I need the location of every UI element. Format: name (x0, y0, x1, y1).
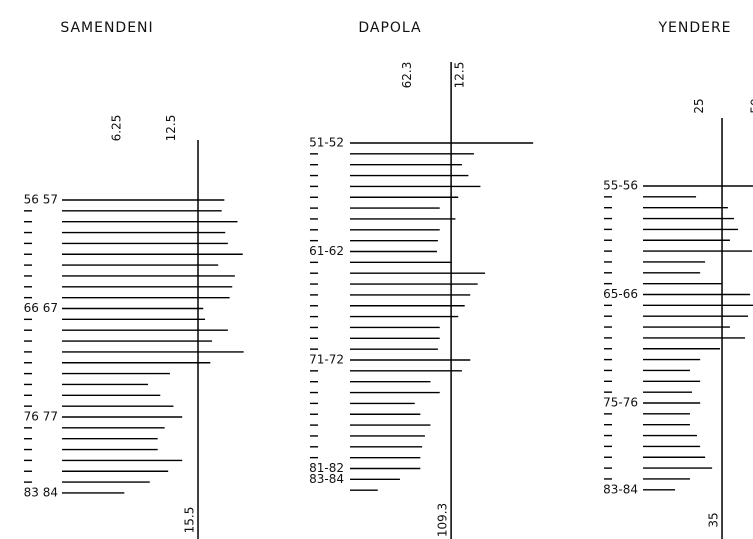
category-label: 83-84 (603, 482, 638, 496)
category-label: 61-62 (309, 244, 344, 258)
category-label: 56 57 (24, 193, 58, 207)
x-tick-label: 12.5 (164, 115, 178, 142)
x-tick-label: 6.25 (109, 115, 123, 142)
axis-note: 12.5 (453, 62, 467, 89)
category-label: 65-66 (603, 287, 638, 301)
chart-title: SAMENDENI (60, 20, 153, 36)
mean-label: 15.5 (183, 507, 197, 534)
mean-label: 109.3 (436, 503, 450, 537)
x-tick-label: 50 (748, 98, 753, 113)
category-label: 81-82 (309, 461, 344, 475)
x-tick-label: 25 (692, 98, 706, 113)
mean-label: 35 (707, 512, 721, 527)
x-tick-label: 62.3 (400, 62, 414, 89)
category-label: 55-56 (603, 179, 638, 193)
category-label: 66 67 (24, 301, 58, 315)
category-label: 76 77 (24, 410, 58, 424)
category-label: 51-52 (309, 136, 344, 150)
chart-title: DAPOLA (358, 20, 421, 36)
category-label: 71-72 (309, 353, 344, 367)
category-label: 75-76 (603, 396, 638, 410)
category-label: 83 84 (24, 485, 58, 499)
chart-title: YENDERE (657, 20, 731, 36)
category-label: 83-84 (309, 472, 344, 486)
